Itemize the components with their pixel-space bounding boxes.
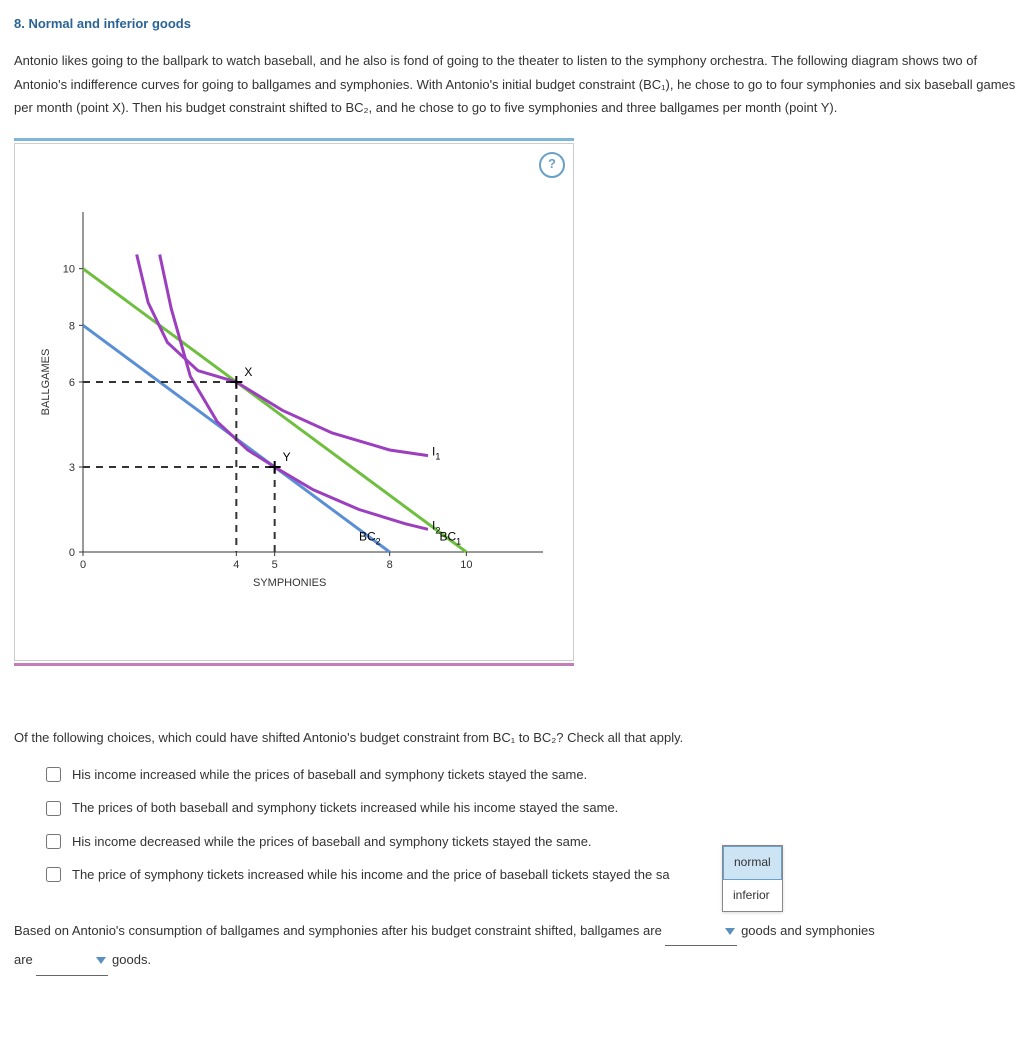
svg-text:5: 5	[272, 559, 278, 571]
choice-row: His income increased while the prices of…	[42, 763, 1022, 786]
question-heading: 8. Normal and inferior goods	[14, 12, 1022, 35]
indifference-chart: 0 4 5 8 10 0 3 6 8 10 SYMPHONIES BALLGAMES X Y BC1 BC2 I…	[23, 152, 563, 632]
intro-paragraph: Antonio likes going to the ballpark to w…	[14, 49, 1022, 119]
svg-text:0: 0	[69, 547, 75, 559]
help-icon[interactable]: ?	[539, 152, 565, 178]
chart-container: ? 0 4 5 8 10 0 3 6 8 10 SYMPHONIES BALLGAMES X Y BC1 BC…	[14, 138, 574, 666]
fill-text: are	[14, 952, 33, 967]
choice-label: The price of symphony tickets increased …	[72, 863, 670, 886]
svg-text:BC1: BC1	[440, 529, 462, 546]
svg-text:BC2: BC2	[359, 529, 381, 546]
chart-frame: ? 0 4 5 8 10 0 3 6 8 10 SYMPHONIES BALLGAMES X Y BC1 BC…	[14, 143, 574, 661]
svg-text:4: 4	[233, 559, 239, 571]
dropdown-option-normal[interactable]: normal	[723, 846, 782, 880]
svg-text:BALLGAMES: BALLGAMES	[40, 348, 52, 415]
question-1-prompt: Of the following choices, which could ha…	[14, 726, 1022, 749]
fill-in-sentence: Based on Antonio's consumption of ballga…	[14, 917, 1022, 976]
choice-checkbox-3[interactable]	[46, 834, 61, 849]
chart-rule-bottom	[14, 663, 574, 666]
blank-1-dropdown[interactable]	[665, 917, 737, 947]
choice-checkbox-2[interactable]	[46, 801, 61, 816]
choice-checkbox-1[interactable]	[46, 767, 61, 782]
fill-text: Based on Antonio's consumption of ballga…	[14, 923, 662, 938]
choice-checkbox-4[interactable]	[46, 867, 61, 882]
chart-rule-top	[14, 138, 574, 141]
dropdown-option-inferior[interactable]: inferior	[723, 880, 782, 912]
svg-text:Y: Y	[283, 450, 291, 464]
svg-text:8: 8	[69, 320, 75, 332]
svg-text:SYMPHONIES: SYMPHONIES	[253, 577, 326, 589]
chevron-down-icon	[725, 928, 735, 935]
dropdown-popup[interactable]: normal inferior	[722, 845, 783, 912]
svg-text:10: 10	[63, 263, 75, 275]
svg-text:X: X	[244, 365, 252, 379]
svg-text:6: 6	[69, 377, 75, 389]
choice-label: His income decreased while the prices of…	[72, 830, 592, 853]
choice-row: The prices of both baseball and symphony…	[42, 796, 1022, 819]
choice-row: His income decreased while the prices of…	[42, 830, 1022, 853]
fill-text: goods.	[112, 952, 151, 967]
svg-text:8: 8	[387, 559, 393, 571]
svg-text:10: 10	[460, 559, 472, 571]
svg-text:3: 3	[69, 462, 75, 474]
choice-row: The price of symphony tickets increased …	[42, 863, 1022, 886]
fill-text: goods and symphonies	[741, 923, 875, 938]
chevron-down-icon	[96, 957, 106, 964]
blank-2-dropdown[interactable]	[36, 946, 108, 976]
choice-label: His income increased while the prices of…	[72, 763, 587, 786]
choice-label: The prices of both baseball and symphony…	[72, 796, 618, 819]
svg-text:I1: I1	[432, 444, 440, 461]
svg-text:I2: I2	[432, 518, 440, 535]
choices-list: His income increased while the prices of…	[42, 763, 1022, 887]
svg-text:0: 0	[80, 559, 86, 571]
